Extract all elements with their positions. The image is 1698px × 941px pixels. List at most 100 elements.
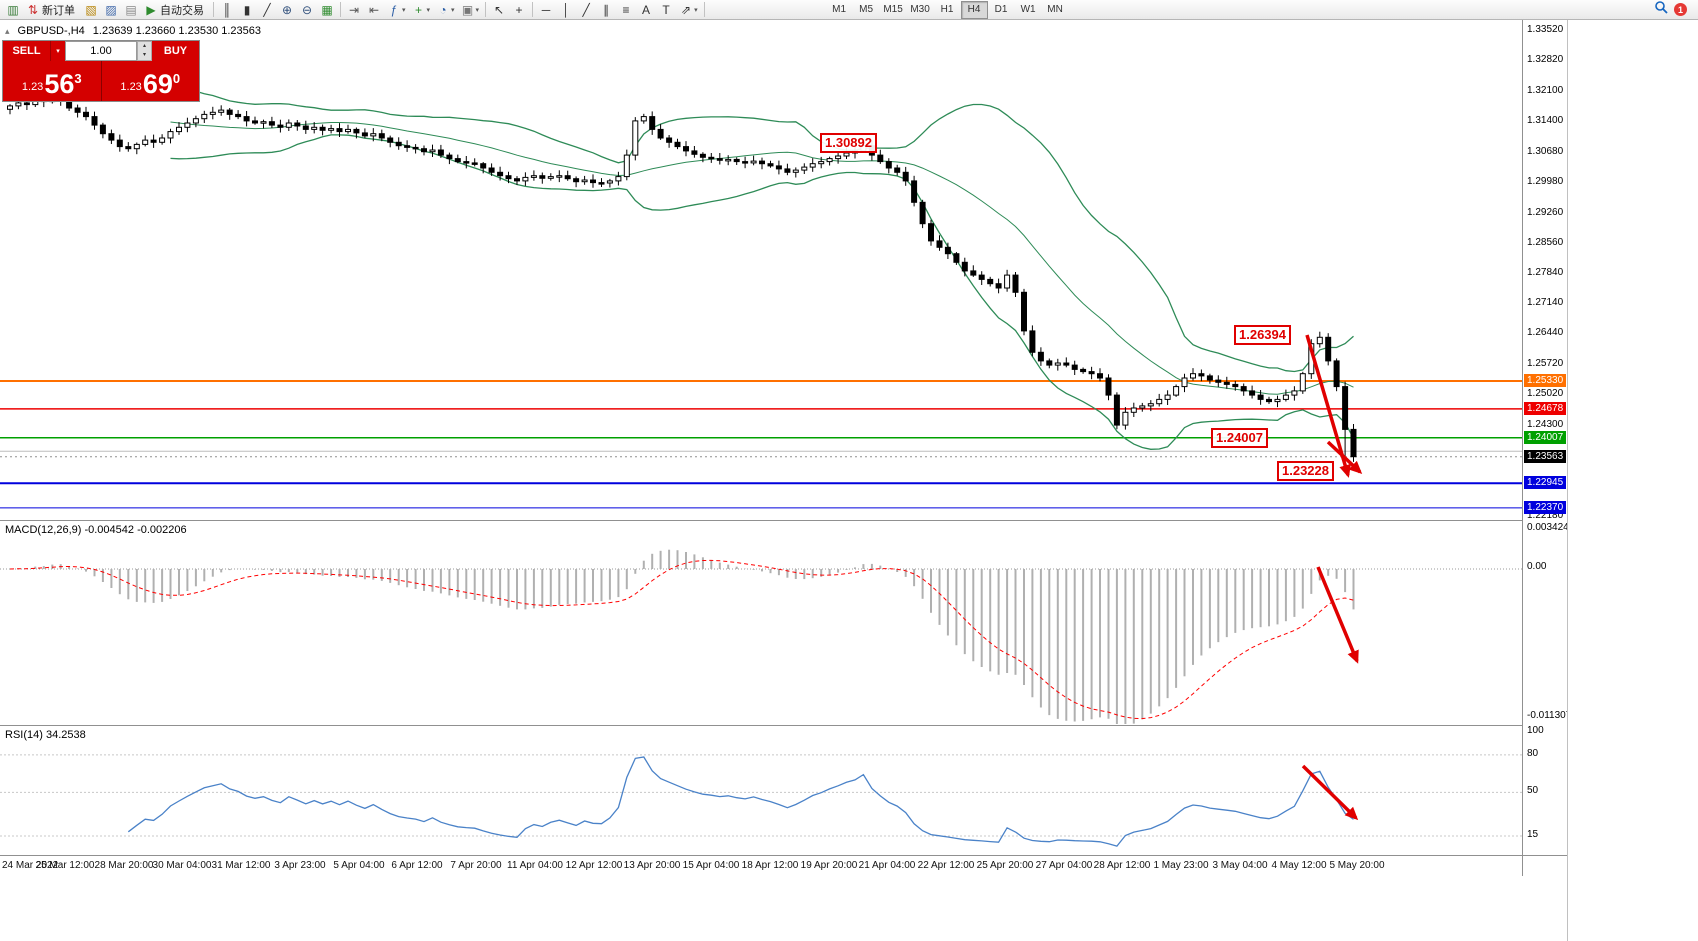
rsi-scale-label: 50 xyxy=(1527,785,1539,797)
channel-button[interactable]: ∥ xyxy=(596,0,616,20)
line-chart-button[interactable]: ╱ xyxy=(257,0,277,20)
periods-button-dropdown[interactable]: ▾ xyxy=(451,6,455,14)
volume-input[interactable] xyxy=(65,41,137,61)
timeframe-button-m1[interactable]: M1 xyxy=(832,4,847,15)
price-chart-canvas[interactable] xyxy=(0,20,1522,525)
time-axis-label: 1 May 23:00 xyxy=(1153,860,1209,871)
time-axis-label: 11 Apr 04:00 xyxy=(507,860,563,871)
search-icon[interactable] xyxy=(1654,0,1668,19)
chart-window-button[interactable]: ▧ xyxy=(81,0,101,20)
channel-icon: ∥ xyxy=(603,2,610,17)
time-axis-label: 12 Apr 12:00 xyxy=(565,860,623,871)
time-axis-label: 4 May 12:00 xyxy=(1271,860,1327,871)
timeframe-toolbar: M1 M5 M15 M30 H1 H4 D1 W1 MN xyxy=(826,0,1069,19)
price-chart-panel[interactable]: 1.30892 1.26394 1.24007 1.23228 ▴ GBPUSD-,H… xyxy=(0,20,1522,520)
tile-windows-button[interactable]: ▦ xyxy=(317,0,337,20)
price-scale-label: 1.29980 xyxy=(1527,175,1564,187)
timeframe-button-m30[interactable]: M30 xyxy=(910,4,930,15)
rsi-canvas[interactable] xyxy=(0,726,1522,861)
rsi-scale[interactable]: 100 80 50 15 xyxy=(1523,725,1567,855)
candlestick-chart-button[interactable]: ▮ xyxy=(237,0,257,20)
timeframe-button-h1[interactable]: H1 xyxy=(940,4,954,15)
notification-badge[interactable]: 1 xyxy=(1674,3,1687,16)
macd-scale-label: 0.00 xyxy=(1527,561,1547,572)
new-order-button[interactable]: ⇅ 新订单 xyxy=(23,0,81,20)
price-annotation[interactable]: 1.24007 xyxy=(1211,427,1268,448)
price-annotations-layer: 1.30892 1.26394 1.24007 1.23228 xyxy=(0,20,1522,520)
volume-stepper[interactable]: ▴ ▾ xyxy=(137,41,152,61)
new-chart-button[interactable]: ▥ xyxy=(3,0,23,20)
add-object-button-dropdown[interactable]: ▾ xyxy=(426,6,431,14)
macd-scale-label: 0.003424 xyxy=(1527,522,1569,533)
price-scale-label: 1.27140 xyxy=(1527,297,1564,309)
time-axis[interactable]: 24 Mar 2022 25 Mar 12:00 28 Mar 20:00 30 Ma… xyxy=(0,855,1567,876)
price-scale-label: 1.31400 xyxy=(1527,114,1564,126)
cursor-button[interactable]: ↖ xyxy=(489,0,509,20)
time-axis-label: 25 Apr 20:00 xyxy=(976,860,1034,871)
fibonacci-button[interactable]: ≡ xyxy=(616,0,636,20)
text-label-button[interactable]: T xyxy=(656,0,676,20)
indicators-button[interactable]: ƒ ▾ xyxy=(384,0,409,20)
chart-shift-button[interactable]: ⇤ xyxy=(364,0,384,20)
zoom-out-icon: ⊖ xyxy=(301,2,313,17)
volume-dropdown-button[interactable]: ▾ xyxy=(50,41,65,61)
profiles-button[interactable]: ▨ xyxy=(101,0,121,20)
time-axis-label: 3 Apr 23:00 xyxy=(274,860,326,871)
add-object-icon: + xyxy=(415,2,423,17)
auto-scroll-button[interactable]: ⇥ xyxy=(344,0,364,20)
time-axis-label: 22 Apr 12:00 xyxy=(917,860,975,871)
periods-button[interactable]: ◔ ▾ xyxy=(433,0,458,20)
price-scale[interactable]: 1.33520 1.32820 1.32100 1.31400 1.30680 1.299… xyxy=(1523,20,1567,521)
buy-button[interactable]: 1.23 69 0 xyxy=(100,61,199,101)
sell-header-button[interactable]: SELL xyxy=(3,41,50,61)
price-scale-label: 1.25720 xyxy=(1527,358,1564,370)
rsi-panel[interactable]: RSI(14) 34.2538 xyxy=(0,725,1522,856)
price-annotation[interactable]: 1.26394 xyxy=(1234,325,1291,346)
toolbar-separator xyxy=(532,2,534,17)
zoom-in-button[interactable]: ⊕ xyxy=(277,0,297,20)
toolbar-separator xyxy=(340,2,341,17)
price-annotation[interactable]: 1.30892 xyxy=(820,132,877,153)
price-annotation[interactable]: 1.23228 xyxy=(1277,461,1334,482)
volume-up-button[interactable]: ▴ xyxy=(142,43,146,49)
trendline-button[interactable]: ╱ xyxy=(576,0,596,20)
timeframe-button-m5[interactable]: M5 xyxy=(859,4,874,15)
one-click-trading-panel: SELL ▾ ▴ ▾ BUY 1.23 56 3 1.23 69 0 xyxy=(2,40,200,102)
zoom-out-button[interactable]: ⊖ xyxy=(297,0,317,20)
crosshair-button[interactable]: + xyxy=(509,0,529,20)
one-click-panel-toggle[interactable]: ▴ xyxy=(5,25,10,36)
new-chart-icon: ▥ xyxy=(7,2,19,17)
timeframe-button-mn[interactable]: MN xyxy=(1047,4,1063,15)
market-watch-button[interactable]: ▤ xyxy=(121,0,141,20)
sell-button[interactable]: 1.23 56 3 xyxy=(3,61,101,101)
macd-panel[interactable]: MACD(12,26,9) -0.004542 -0.002206 xyxy=(0,520,1522,726)
autotrading-button[interactable]: ▶ 自动交易 xyxy=(141,0,210,20)
macd-scale[interactable]: 0.003424 0.00 -0.011307 xyxy=(1523,520,1571,725)
vertical-line-button[interactable]: │ xyxy=(556,0,576,20)
timeframe-button-w1[interactable]: W1 xyxy=(1020,4,1036,15)
arrows-button[interactable]: ⇗ ▾ xyxy=(676,0,701,20)
timeframe-button-m15[interactable]: M15 xyxy=(883,4,903,15)
time-axis-label: 31 Mar 12:00 xyxy=(211,860,271,871)
text-button[interactable]: A xyxy=(636,0,656,20)
templates-button[interactable]: ▣ ▾ xyxy=(458,0,483,20)
templates-button-dropdown[interactable]: ▾ xyxy=(475,6,480,14)
arrows-icon: ⇗ xyxy=(681,2,692,17)
macd-canvas[interactable] xyxy=(0,521,1522,731)
autotrading-icon: ▶ xyxy=(146,2,156,17)
horizontal-line-button[interactable]: ─ xyxy=(536,0,556,20)
arrows-button-dropdown[interactable]: ▾ xyxy=(694,6,698,14)
timeframe-button-d1[interactable]: D1 xyxy=(994,4,1008,15)
trendline-icon: ╱ xyxy=(582,2,590,17)
price-scale-label: 1.24300 xyxy=(1527,419,1564,431)
price-level-badge: 1.24678 xyxy=(1524,401,1567,415)
add-object-button[interactable]: + ▾ xyxy=(409,0,434,20)
buy-header-button[interactable]: BUY xyxy=(152,41,199,61)
trade-panel-header-row: SELL ▾ ▴ ▾ BUY xyxy=(3,41,199,61)
bar-chart-button[interactable]: ║ xyxy=(217,0,237,20)
timeframe-button-h4[interactable]: H4 xyxy=(960,0,988,19)
vertical-line-icon: │ xyxy=(562,2,570,17)
volume-down-button[interactable]: ▾ xyxy=(142,52,146,58)
indicators-button-dropdown[interactable]: ▾ xyxy=(402,6,406,14)
fibonacci-icon: ≡ xyxy=(622,2,630,17)
